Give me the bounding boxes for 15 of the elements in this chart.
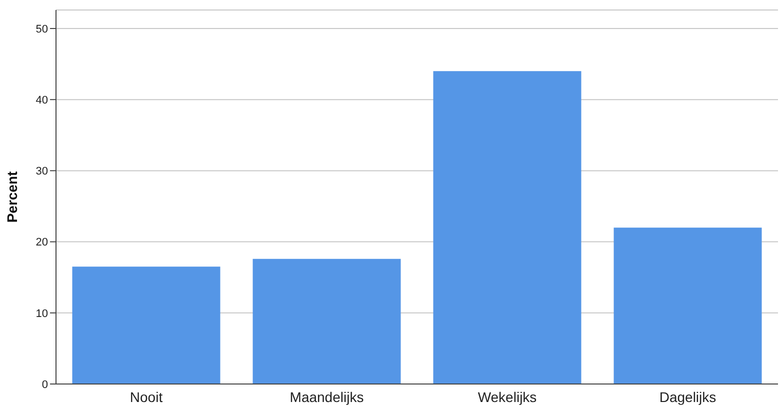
y-tick-label: 10 [36, 308, 48, 320]
y-tick-label: 30 [36, 166, 48, 178]
y-tick-label: 40 [36, 94, 48, 106]
y-tick-label: 0 [42, 378, 48, 391]
y-axis-title: Percent [4, 170, 20, 223]
x-tick-label: Wekelijks [478, 388, 537, 405]
bar [614, 228, 762, 384]
bar [252, 258, 401, 384]
x-tick-label: Dagelijks [659, 388, 716, 405]
y-tick-label: 20 [36, 236, 48, 249]
bar [72, 266, 220, 384]
bar [433, 71, 582, 384]
x-tick-label: Nooit [130, 388, 163, 405]
x-tick-label: Maandelijks [290, 388, 364, 405]
y-tick-label: 50 [36, 23, 48, 36]
